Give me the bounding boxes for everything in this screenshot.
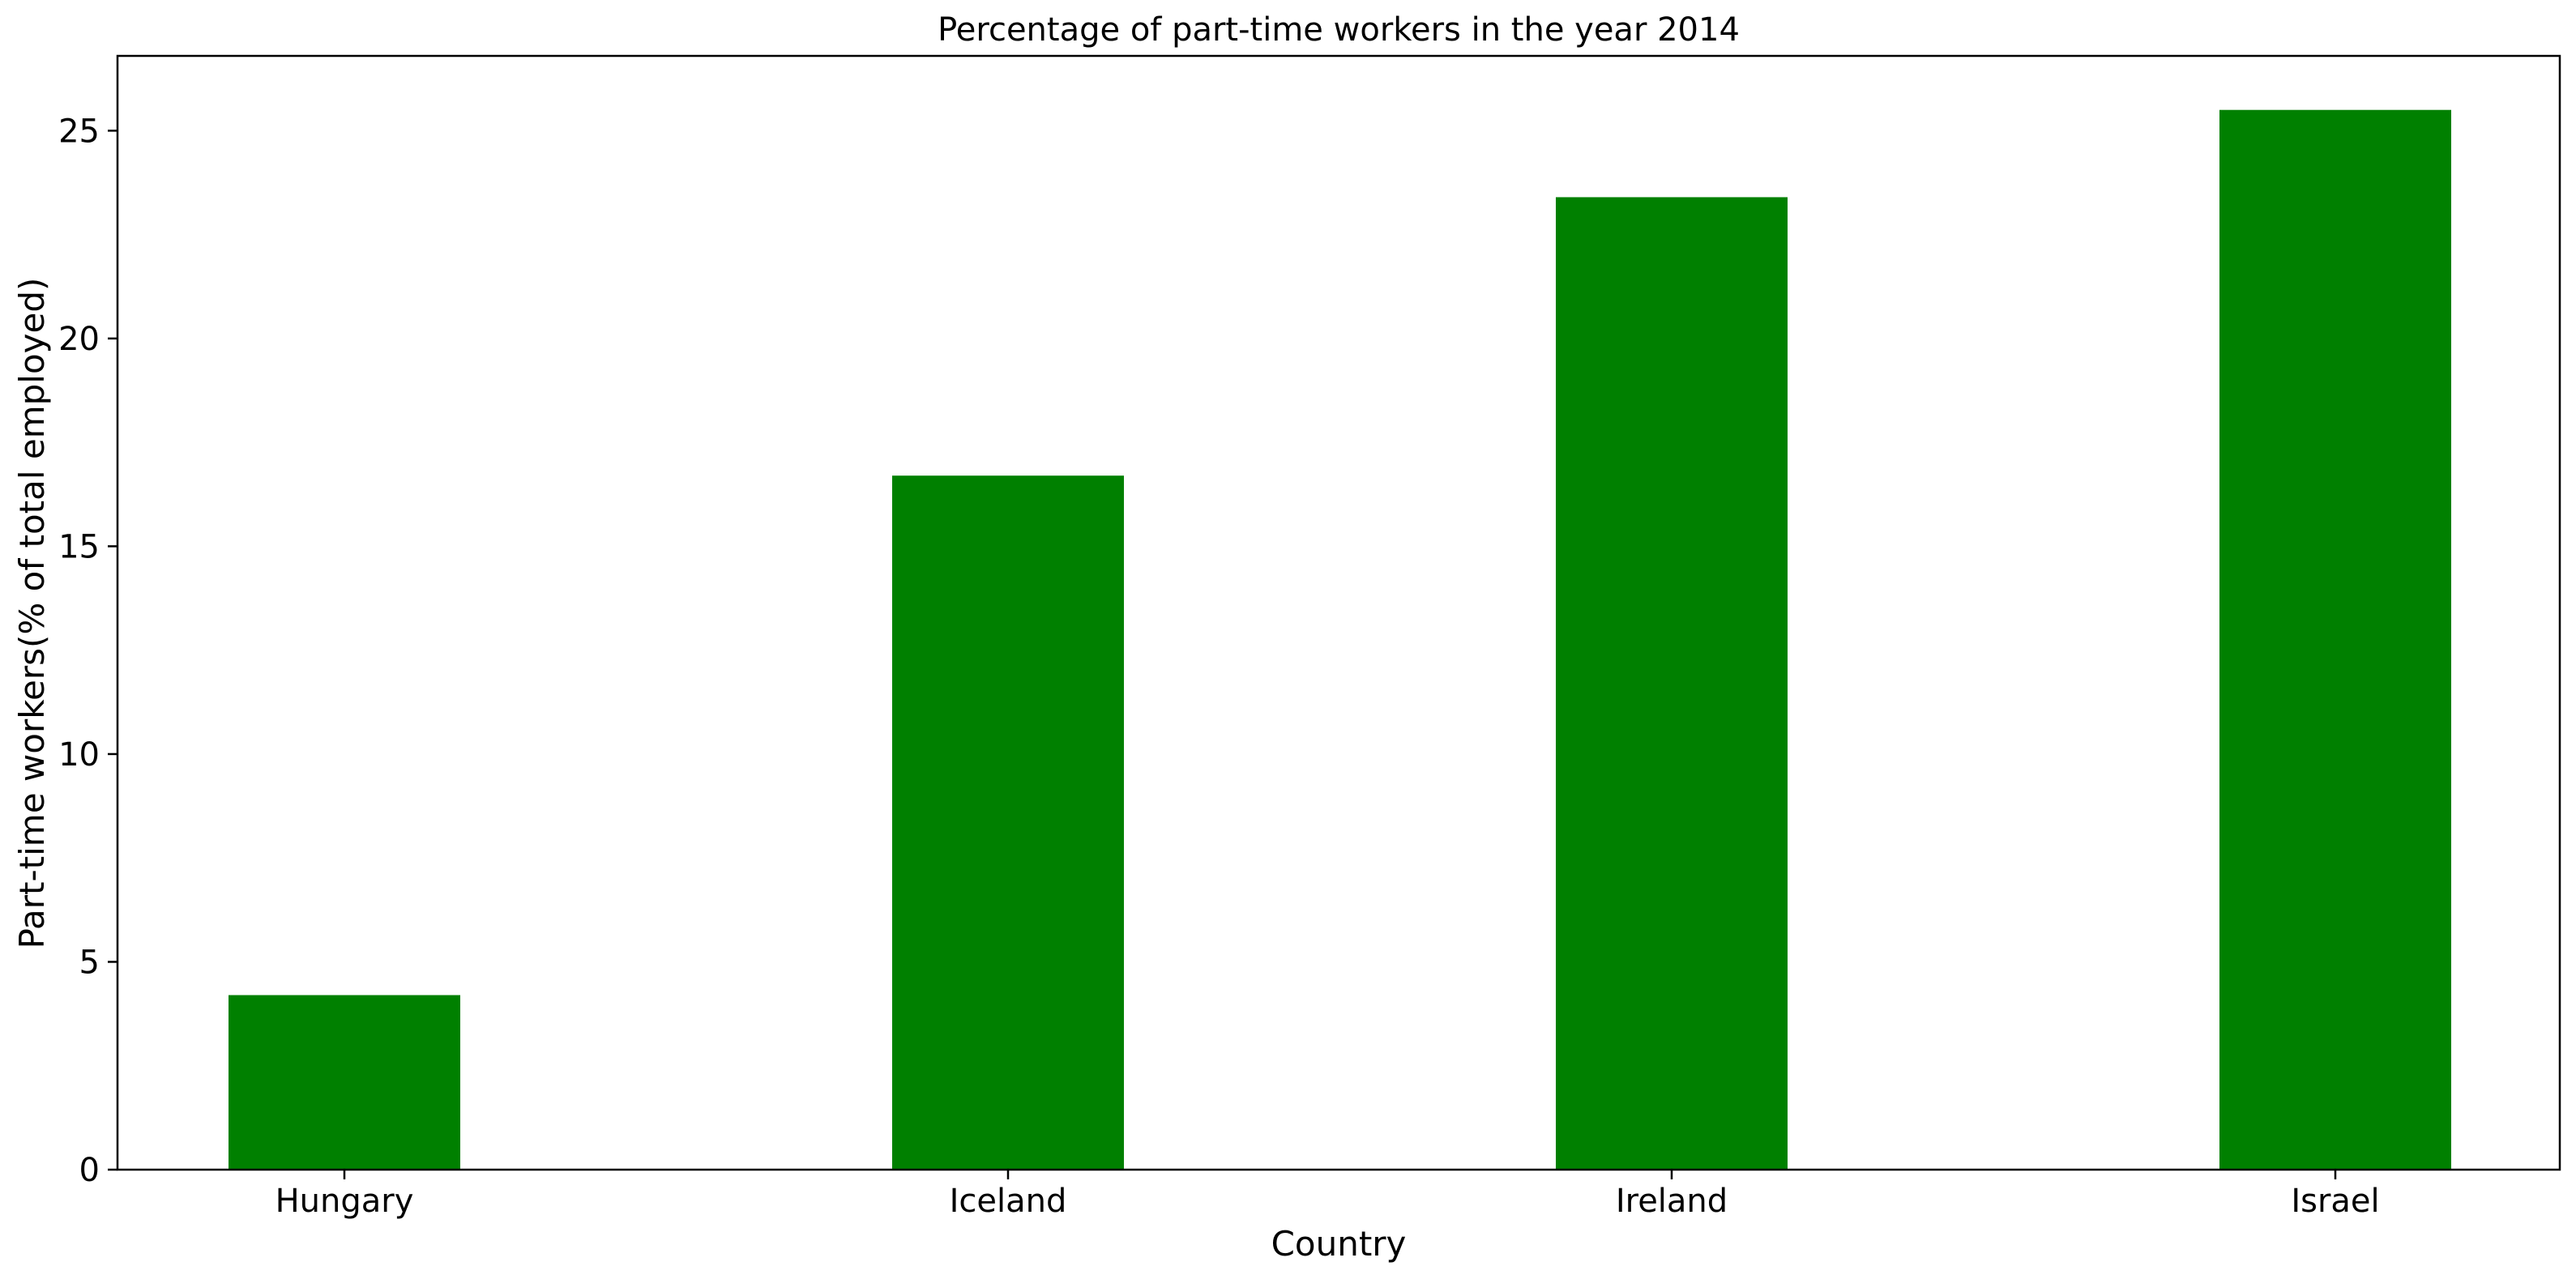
plot-area-frame (116, 54, 2561, 1171)
y-tick-label: 20 (58, 321, 100, 358)
y-axis: 0 5 10 15 20 25 (58, 113, 117, 1189)
x-axis: Hungary Iceland Ireland Israel (276, 1170, 2380, 1220)
x-tick-label-israel: Israel (2291, 1183, 2379, 1220)
chart-title: Percentage of part-time workers in the y… (938, 11, 1740, 49)
y-tick-label: 15 (58, 528, 100, 565)
y-tick-label: 25 (58, 113, 100, 150)
x-axis-label: Country (1271, 1224, 1407, 1264)
bar-israel (2219, 109, 2451, 1170)
bars-group (229, 109, 2451, 1170)
x-tick-label-iceland: Iceland (950, 1183, 1067, 1220)
x-tick-label-ireland: Ireland (1616, 1183, 1728, 1220)
x-tick-label-hungary: Hungary (276, 1183, 414, 1220)
bar-hungary (229, 995, 460, 1170)
bar-ireland (1556, 197, 1788, 1170)
y-tick-label: 10 (58, 736, 100, 774)
y-tick-label: 5 (79, 944, 100, 981)
y-tick-label: 0 (79, 1152, 100, 1189)
bar-iceland (892, 475, 1124, 1170)
y-axis-label: Part-time workers(% of total employed) (12, 278, 52, 949)
